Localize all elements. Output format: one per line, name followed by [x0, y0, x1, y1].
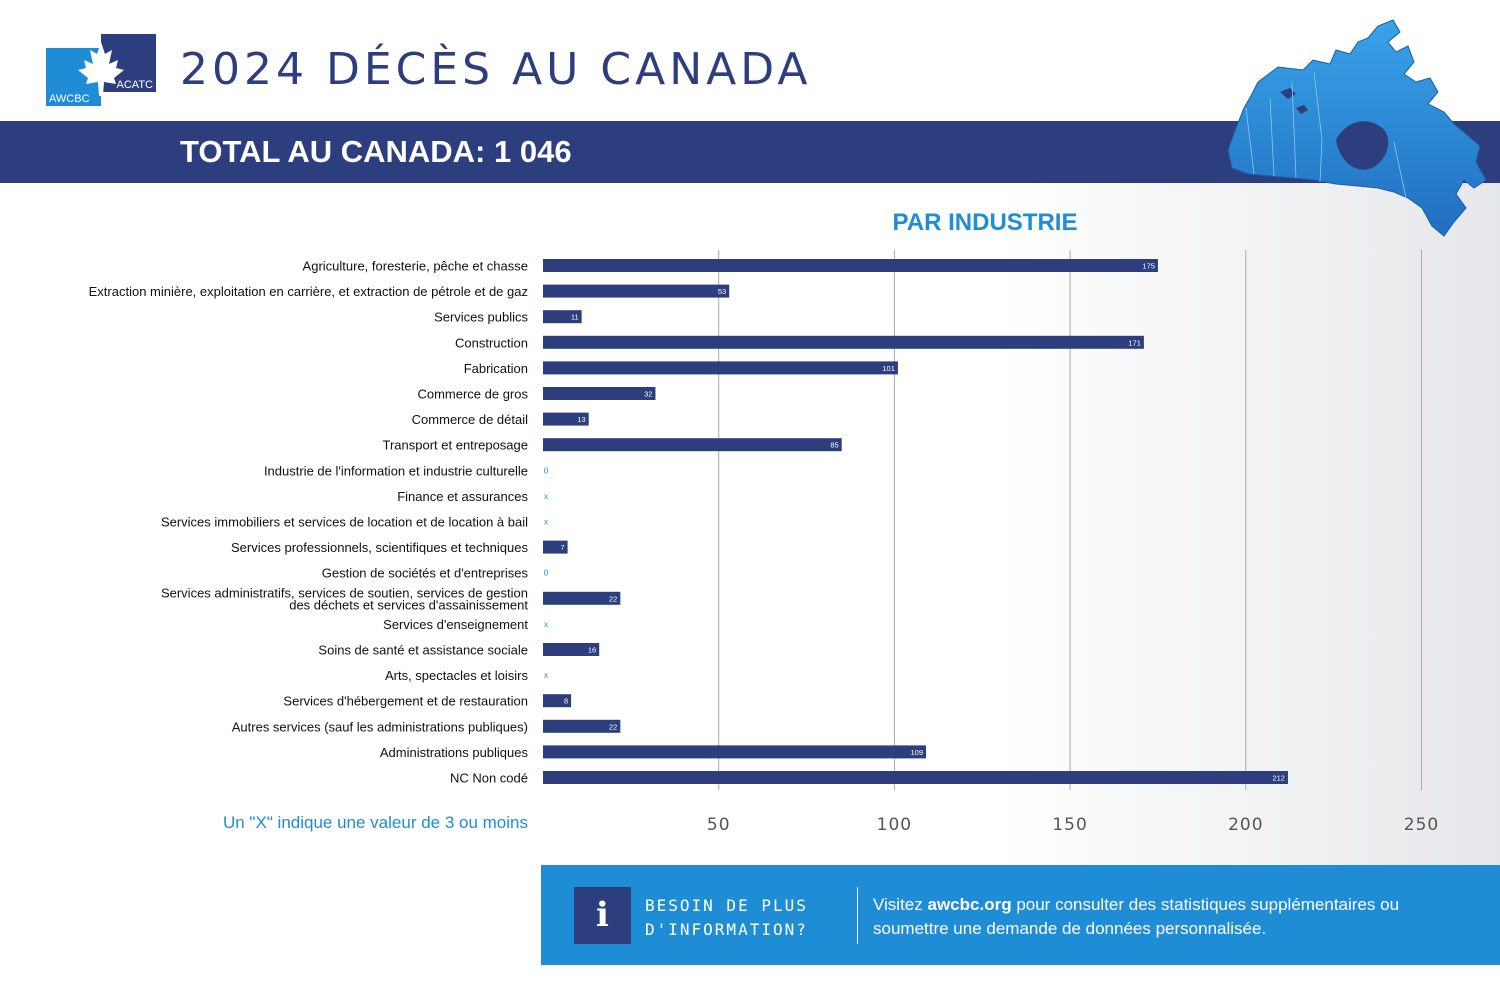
total-banner-text: TOTAL AU CANADA: 1 046 — [180, 134, 572, 169]
data-label: x — [544, 492, 548, 501]
category-label: Gestion de sociétés et d'entreprises — [322, 566, 529, 581]
info-heading: BESOIN DE PLUS D'INFORMATION? — [645, 896, 808, 939]
logo-awcbc-text: AWCBC — [49, 93, 90, 105]
data-label: 11 — [571, 313, 579, 322]
x-tick-label: 50 — [707, 815, 731, 835]
data-label: 22 — [609, 722, 617, 731]
bar — [543, 259, 1158, 272]
category-label: Administrations publiques — [380, 745, 529, 760]
info-icon: i — [574, 887, 631, 944]
chart-title: PAR INDUSTRIE — [892, 209, 1078, 236]
data-label: 109 — [911, 748, 924, 757]
bar — [543, 719, 621, 733]
info-text-before: Visitez — [873, 895, 928, 914]
data-label: 53 — [718, 287, 726, 296]
bar — [543, 694, 572, 708]
data-label: 13 — [577, 415, 585, 424]
background-gradient — [1000, 183, 1500, 865]
canada-map-icon — [1227, 19, 1487, 237]
data-label: x — [544, 518, 548, 527]
maple-leaf-icon — [78, 42, 124, 96]
data-label: 7 — [560, 543, 564, 552]
category-label: Arts, spectacles et loisirs — [385, 668, 529, 683]
category-label: Services publics — [434, 310, 528, 325]
data-label: 171 — [1128, 338, 1141, 347]
category-label: Industrie de l'information et industrie … — [264, 463, 528, 478]
bar-chart: 50 100 150 200 250 Agriculture, foresterie, p… — [89, 250, 1439, 835]
category-label: Services d'enseignement — [383, 617, 528, 632]
category-label: Services d'hébergement et de restauratio… — [283, 694, 528, 709]
category-label: Services immobiliers et services de loca… — [161, 515, 528, 530]
category-label: Services administratifs, services de sou… — [161, 585, 528, 612]
data-label: x — [544, 671, 548, 680]
info-text: Visitez awcbc.org pour consulter des sta… — [873, 893, 1473, 941]
bar — [543, 335, 1144, 349]
data-label: 0 — [544, 466, 549, 475]
logo-acatc-text: ACATC — [117, 79, 154, 91]
category-label: Extraction minière, exploitation en carr… — [89, 284, 528, 299]
category-label: Agriculture, foresterie, pêche et chasse — [303, 259, 528, 274]
x-tick-label: 200 — [1228, 815, 1263, 835]
data-label: 22 — [609, 594, 617, 603]
x-tick-label: 250 — [1404, 815, 1439, 835]
bar — [543, 591, 621, 605]
data-label: 101 — [882, 364, 895, 373]
bar — [543, 771, 1288, 784]
data-label: 175 — [1142, 262, 1155, 271]
category-label: Commerce de détail — [412, 412, 528, 427]
info-divider — [857, 887, 858, 944]
category-label: Fabrication — [464, 361, 528, 376]
bar — [543, 412, 589, 426]
data-label: 32 — [644, 390, 652, 399]
bar — [543, 387, 656, 400]
data-label: 212 — [1272, 774, 1285, 783]
category-label: Commerce de gros — [417, 387, 528, 402]
x-tick-label: 150 — [1052, 815, 1087, 835]
data-label: 8 — [564, 697, 568, 706]
category-label: Autres services (sauf les administration… — [232, 719, 528, 734]
bar — [543, 310, 582, 324]
info-link[interactable]: awcbc.org — [927, 895, 1012, 914]
data-label: 16 — [588, 646, 596, 655]
category-label: Finance et assurances — [397, 489, 528, 504]
bar — [543, 361, 898, 375]
data-label: x — [544, 620, 548, 629]
bar — [543, 438, 842, 452]
page-title: 2024 DÉCÈS AU CANADA — [180, 44, 812, 95]
info-box — [541, 865, 1500, 965]
category-label: Soins de santé et assistance sociale — [318, 643, 528, 658]
category-label: NC Non codé — [450, 771, 528, 786]
bar — [543, 745, 927, 759]
category-label: Transport et entreposage — [383, 438, 529, 453]
category-label: Services professionnels, scientifiques e… — [231, 540, 528, 555]
bar — [543, 540, 568, 554]
bar — [543, 643, 600, 656]
info-text-after: pour consulter des statistiques suppléme… — [873, 895, 1400, 938]
chart-footnote: Un "X" indique une valeur de 3 ou moins — [222, 813, 528, 832]
category-label: Construction — [455, 335, 528, 350]
bar — [543, 284, 730, 298]
data-label: 0 — [544, 569, 549, 578]
x-tick-label: 100 — [877, 815, 912, 835]
awcbc-logo: AWCBC ACATC — [46, 34, 156, 106]
data-label: 85 — [830, 441, 838, 450]
